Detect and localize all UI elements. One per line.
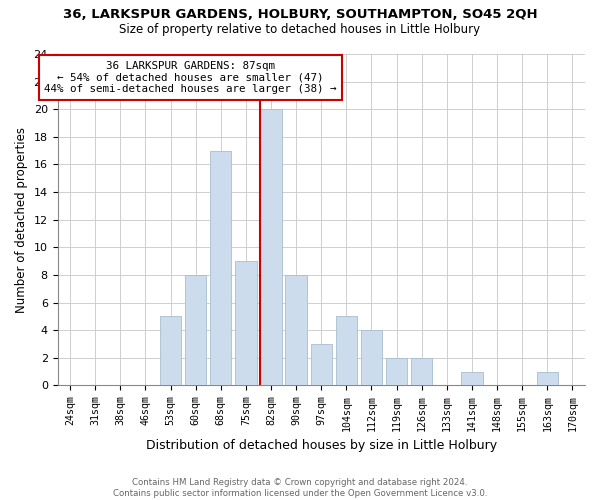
Bar xyxy=(336,316,357,386)
Bar xyxy=(286,275,307,386)
Y-axis label: Number of detached properties: Number of detached properties xyxy=(15,126,28,312)
X-axis label: Distribution of detached houses by size in Little Holbury: Distribution of detached houses by size … xyxy=(146,440,497,452)
Bar xyxy=(411,358,433,386)
Text: Size of property relative to detached houses in Little Holbury: Size of property relative to detached ho… xyxy=(119,22,481,36)
Bar xyxy=(361,330,382,386)
Text: Contains HM Land Registry data © Crown copyright and database right 2024.
Contai: Contains HM Land Registry data © Crown c… xyxy=(113,478,487,498)
Bar xyxy=(185,275,206,386)
Text: 36, LARKSPUR GARDENS, HOLBURY, SOUTHAMPTON, SO45 2QH: 36, LARKSPUR GARDENS, HOLBURY, SOUTHAMPT… xyxy=(62,8,538,20)
Bar xyxy=(536,372,558,386)
Text: 36 LARKSPUR GARDENS: 87sqm
← 54% of detached houses are smaller (47)
44% of semi: 36 LARKSPUR GARDENS: 87sqm ← 54% of deta… xyxy=(44,61,337,94)
Bar xyxy=(311,344,332,386)
Bar xyxy=(210,150,232,386)
Bar xyxy=(260,109,282,386)
Bar xyxy=(461,372,482,386)
Bar xyxy=(160,316,181,386)
Bar xyxy=(235,261,257,386)
Bar xyxy=(386,358,407,386)
